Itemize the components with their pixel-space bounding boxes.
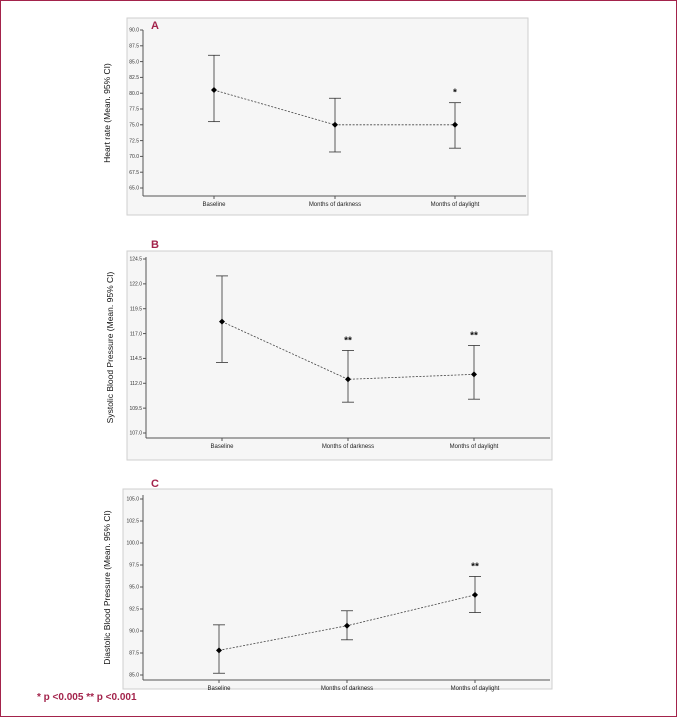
x-category-label: Months of darkness xyxy=(309,202,361,208)
mean-marker xyxy=(345,376,351,383)
y-tick-label: 114.5 xyxy=(130,356,142,362)
y-tick-label: 72.5 xyxy=(129,138,139,144)
mean-line xyxy=(221,321,475,380)
y-tick-label: 117.0 xyxy=(130,331,142,337)
y-tick-label: 80.0 xyxy=(129,91,139,97)
y-tick-label: 87.5 xyxy=(129,44,139,50)
y-axis-title: Diastolic Blood Pressure (Mean. 95% CI) xyxy=(102,510,112,665)
mean-marker xyxy=(472,591,478,598)
y-tick-label: 77.5 xyxy=(129,107,139,113)
y-tick-label: 105.0 xyxy=(126,497,139,503)
significance-marker: * xyxy=(453,88,457,99)
plot-area xyxy=(126,17,529,216)
x-category-label: Months of daylight xyxy=(451,686,500,692)
y-tick-label: 119.5 xyxy=(130,306,142,312)
y-axis-title: Heart rate (Mean. 95% CI) xyxy=(102,63,112,163)
mean-marker xyxy=(344,622,350,629)
y-tick-label: 122.0 xyxy=(129,282,142,288)
y-tick-label: 92.5 xyxy=(129,607,139,613)
y-tick-label: 100.0 xyxy=(126,541,139,547)
y-tick-label: 65.0 xyxy=(129,186,139,192)
mean-marker xyxy=(211,87,217,94)
plot-area xyxy=(126,250,553,461)
x-category-label: Baseline xyxy=(202,202,226,208)
y-tick-label: 102.5 xyxy=(126,519,139,525)
y-tick-label: 90.0 xyxy=(129,629,139,635)
chart-panel-c: 105.0 102.5 100.0 97.5 95.0 92.5 90.0 87.5 85.0 B… xyxy=(102,478,553,692)
y-tick-label: 112.0 xyxy=(130,381,142,387)
y-tick-label: 85.0 xyxy=(129,673,139,679)
x-category-label: Baseline xyxy=(207,686,231,692)
x-category-label: Months of daylight xyxy=(431,202,480,208)
significance-footnote: * p <0.005 ** p <0.001 xyxy=(37,692,137,703)
mean-marker xyxy=(219,318,225,325)
y-tick-label: 82.5 xyxy=(129,75,139,81)
x-category-label: Months of darkness xyxy=(322,444,374,450)
significance-marker: ** xyxy=(344,335,352,346)
chart-panel-a: 90.0 87.5 85.0 82.5 80.0 77.5 75.0 72.5 70.0 67.5… xyxy=(102,17,529,216)
x-category-label: Months of darkness xyxy=(321,686,373,692)
y-tick-label: 67.5 xyxy=(129,170,139,176)
y-axis-title: Systolic Blood Pressure (Mean. 95% CI) xyxy=(105,272,115,424)
mean-marker xyxy=(471,371,477,378)
y-tick-label: 87.5 xyxy=(129,651,139,657)
significance-marker: ** xyxy=(470,331,478,342)
y-tick-label: 70.0 xyxy=(129,154,139,160)
mean-marker xyxy=(452,121,458,128)
y-tick-label: 107.0 xyxy=(129,431,142,437)
chart-panel-b: 124.5 122.0 119.5 117.0 114.5 112.0 109.5 107.0… xyxy=(105,239,553,461)
x-category-label: Months of daylight xyxy=(450,444,499,450)
plot-area xyxy=(122,488,553,690)
y-tick-label: 85.0 xyxy=(129,59,139,65)
panel-label: A xyxy=(151,20,159,32)
panel-label: C xyxy=(151,478,159,490)
y-tick-label: 109.5 xyxy=(129,406,142,412)
y-tick-label: 90.0 xyxy=(129,28,139,34)
y-tick-label: 75.0 xyxy=(129,123,139,129)
y-tick-label: 95.0 xyxy=(129,585,139,591)
mean-marker xyxy=(216,647,222,654)
x-category-label: Baseline xyxy=(210,444,234,450)
panel-label: B xyxy=(151,239,159,251)
y-tick-label: 124.5 xyxy=(129,257,142,263)
mean-marker xyxy=(332,121,338,128)
significance-marker: ** xyxy=(471,561,479,572)
y-tick-label: 97.5 xyxy=(129,563,139,569)
